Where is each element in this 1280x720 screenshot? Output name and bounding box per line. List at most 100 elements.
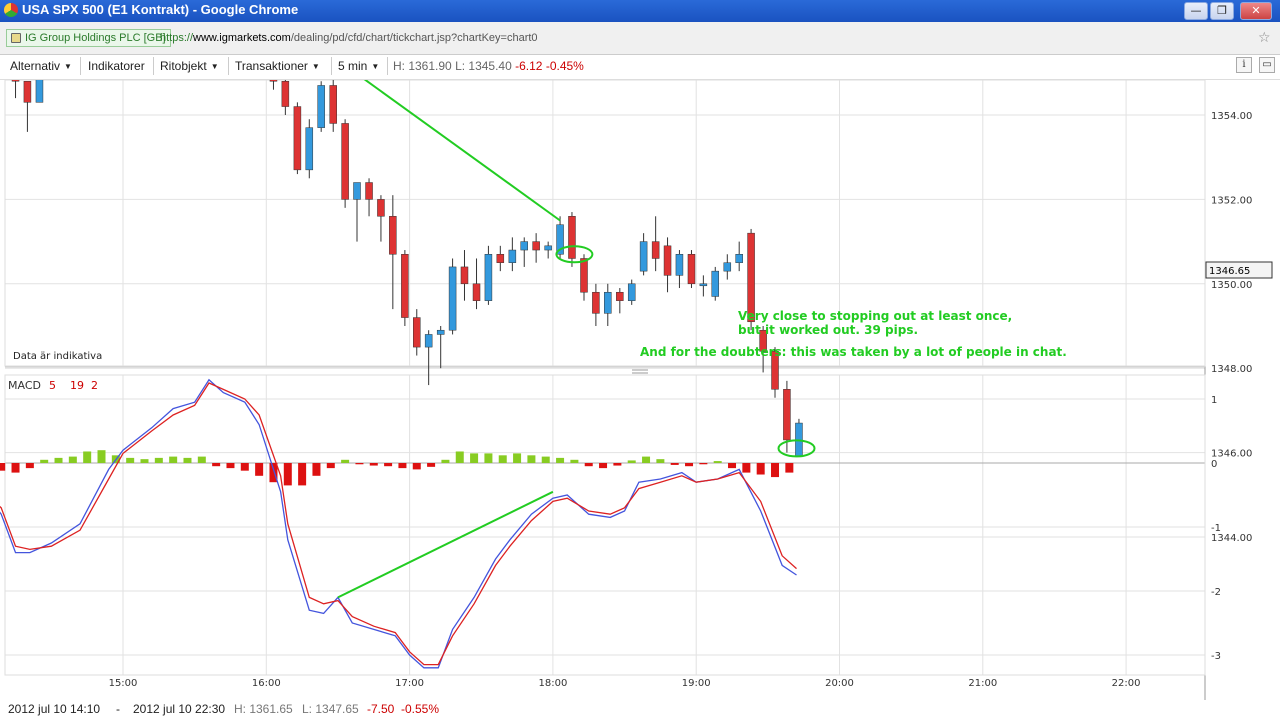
candle-down [23, 80, 32, 132]
macd-histogram-bar [355, 463, 364, 465]
price-trendline [363, 80, 561, 222]
toolbar-separator [80, 57, 81, 75]
macd-tick-label: -3 [1211, 651, 1221, 662]
macd-histogram-bar [40, 459, 49, 463]
macd-histogram-bar [498, 455, 507, 463]
macd-histogram-bar [54, 457, 63, 463]
menu-transaktioner[interactable]: Transaktioner ▼ [235, 59, 320, 73]
macd-histogram-bar [283, 463, 292, 486]
price-axis-bg [1205, 80, 1280, 700]
address-bar[interactable]: IG Group Holdings PLC [GB] https://www.i… [0, 22, 1280, 55]
macd-histogram-bar [427, 463, 436, 467]
menu-ritobjekt[interactable]: Ritobjekt ▼ [160, 59, 219, 73]
candle-down [365, 178, 373, 217]
annotation-text: Very close to stopping out at least once… [738, 309, 1012, 323]
macd-grid [5, 375, 1205, 675]
candle-body [651, 241, 660, 259]
macd-histogram-bar [728, 463, 737, 469]
candle-body [639, 241, 648, 272]
site-identity-badge[interactable]: IG Group Holdings PLC [GB] [6, 29, 171, 47]
interval-select[interactable]: 5 min ▼ [338, 59, 379, 73]
candle-down [747, 228, 755, 331]
candle-body [675, 254, 684, 276]
candle-body [365, 182, 373, 200]
macd-histogram-bar [541, 456, 550, 463]
candle-body [711, 270, 720, 297]
macd-histogram-bar [226, 463, 235, 469]
candle-body [11, 80, 20, 82]
candle-body [735, 254, 743, 263]
candle-body [568, 216, 576, 259]
macd-histogram-bar [455, 451, 464, 463]
candle-down [413, 309, 421, 356]
candle-body [484, 254, 493, 301]
range-change-pct: -0.55% [401, 702, 440, 716]
candle-down [651, 216, 660, 272]
menu-indikatorer-label: Indikatorer [88, 59, 145, 73]
candle-up [520, 237, 528, 267]
candle-body [353, 182, 361, 200]
candle-body [281, 80, 290, 107]
bookmark-star-icon[interactable]: ☆ [1258, 30, 1271, 46]
macd-param-fast: 5 [49, 379, 56, 392]
range-from: 2012 jul 10 14:10 [8, 702, 101, 716]
macd-line [0, 378, 797, 669]
candle-down [329, 80, 337, 132]
candle-body [580, 258, 588, 293]
url-text[interactable]: https://www.igmarkets.com/dealing/pd/cfd… [160, 32, 538, 44]
macd-pane [4, 374, 1206, 676]
toolbar-ohlc: H: 1361.90 L: 1345.40 -6.12 -0.45% [393, 59, 584, 73]
detach-icon[interactable]: ▭ [1259, 57, 1275, 73]
candle-down [568, 212, 576, 267]
current-price-label: 1346.65 [1209, 266, 1250, 277]
candle-up [604, 283, 612, 326]
candle-body [293, 106, 302, 171]
chart-toolbar: Alternativ ▼ Indikatorer Ritobjekt ▼ Trans… [0, 55, 1280, 80]
menu-indikatorer[interactable]: Indikatorer [88, 59, 145, 73]
price-pane [4, 80, 1206, 367]
candle-body [305, 127, 314, 171]
caret-down-icon: ▼ [64, 62, 72, 71]
macd-histogram-bar [240, 463, 249, 471]
candle-down [616, 288, 624, 314]
maximize-button[interactable]: ❐ [1210, 2, 1234, 20]
candle-down [592, 283, 600, 326]
x-tick-label: 19:00 [682, 678, 711, 689]
candle-up [723, 254, 732, 280]
interval-select-label: 5 min [338, 59, 368, 73]
signal-line [0, 382, 797, 666]
pane-resize-handle[interactable] [632, 369, 648, 374]
macd-histogram-bar [527, 455, 536, 463]
candle-down [281, 80, 290, 115]
toolbar-separator [387, 57, 388, 75]
candle-up [35, 80, 44, 103]
candle-down [11, 80, 20, 99]
macd-histogram-bar [642, 456, 651, 463]
url-path: /dealing/pd/cfd/chart/tickchart.jsp?char… [290, 32, 538, 44]
caret-down-icon: ▼ [371, 62, 380, 71]
macd-histogram-bar [756, 463, 765, 475]
x-tick-label: 20:00 [825, 678, 854, 689]
candle-down [771, 347, 779, 398]
candle-up [627, 279, 636, 305]
x-tick-label: 21:00 [968, 678, 997, 689]
candle-down [293, 102, 302, 175]
info-icon[interactable]: i [1236, 57, 1252, 73]
macd-histogram-bar [312, 463, 321, 476]
macd-histogram-bar [513, 453, 522, 463]
candle-down [663, 237, 672, 293]
macd-param-signal: 2 [91, 379, 98, 392]
macd-histogram-bar [670, 463, 679, 465]
candle-body [771, 351, 779, 390]
chart-area[interactable]: 1354.00 1352.00 1350.00 1348.00 1346.00 1344.… [0, 80, 1280, 700]
macd-histogram-bar [384, 463, 393, 467]
close-button[interactable]: ✕ [1240, 2, 1272, 20]
candle-down [496, 245, 505, 272]
minimize-button[interactable]: — [1184, 2, 1208, 20]
candle-down [532, 233, 540, 263]
candle-body [544, 245, 552, 251]
menu-alternativ[interactable]: Alternativ ▼ [10, 59, 72, 73]
chrome-icon [4, 3, 18, 17]
macd-histogram-bar [197, 456, 206, 463]
candle-down [389, 195, 397, 310]
